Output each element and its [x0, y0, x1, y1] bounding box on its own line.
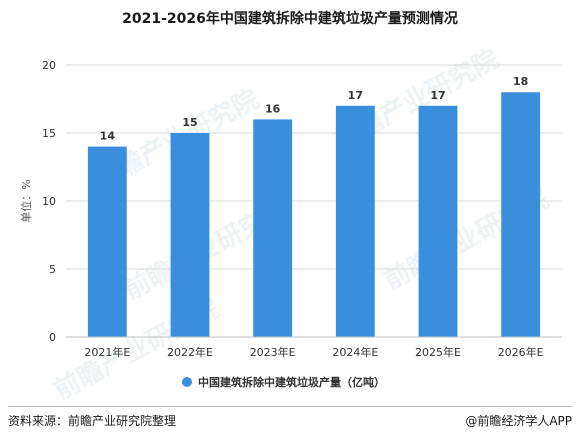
- data-label-0: 14: [100, 130, 116, 143]
- x-tick-label-5: 2026年E: [498, 345, 544, 359]
- x-tick-label-3: 2024年E: [332, 345, 378, 359]
- legend-label: 中国建筑拆除中建筑垃圾产量（亿吨）: [198, 375, 385, 389]
- legend-swatch: [182, 377, 192, 387]
- y-tick-label-2: 10: [42, 195, 56, 208]
- bar-0: [87, 146, 127, 337]
- bar-5: [501, 92, 541, 337]
- legend: 中国建筑拆除中建筑垃圾产量（亿吨）: [182, 375, 385, 389]
- x-tick-label-2: 2023年E: [250, 345, 296, 359]
- y-tick-label-0: 0: [49, 331, 56, 344]
- bar-3: [335, 105, 375, 337]
- source-note: 资料来源：前瞻产业研究院整理: [8, 414, 177, 428]
- y-axis-ticks: 0 5 10 15 20: [42, 59, 56, 344]
- data-label-4: 17: [430, 89, 445, 102]
- bar-2: [253, 119, 293, 338]
- bar-4: [418, 105, 458, 337]
- y-tick-label-3: 15: [42, 127, 56, 140]
- gridlines: [66, 64, 562, 270]
- x-tick-label-4: 2025年E: [415, 345, 461, 359]
- y-axis-label: 单位：%: [19, 179, 33, 222]
- y-tick-label-1: 5: [49, 263, 56, 276]
- y-tick-label-4: 20: [42, 59, 56, 72]
- data-labels: 14 15 16 17 17 18: [100, 75, 529, 142]
- data-label-3: 17: [348, 89, 363, 102]
- bars: [87, 92, 541, 338]
- bar-1: [170, 133, 210, 337]
- data-label-1: 15: [182, 116, 197, 129]
- x-tick-label-1: 2022年E: [167, 345, 213, 359]
- data-label-2: 16: [265, 102, 281, 115]
- chart-title: 2021-2026年中国建筑拆除中建筑垃圾产量预测情况: [122, 11, 458, 27]
- data-label-5: 18: [513, 75, 528, 88]
- brand-credit: @前瞻经济学人APP: [465, 414, 572, 428]
- footer-divider: [8, 406, 572, 407]
- x-tick-label-0: 2021年E: [84, 345, 130, 359]
- x-axis-ticks: 2021年E 2022年E 2023年E 2024年E 2025年E 2026年E: [84, 345, 543, 359]
